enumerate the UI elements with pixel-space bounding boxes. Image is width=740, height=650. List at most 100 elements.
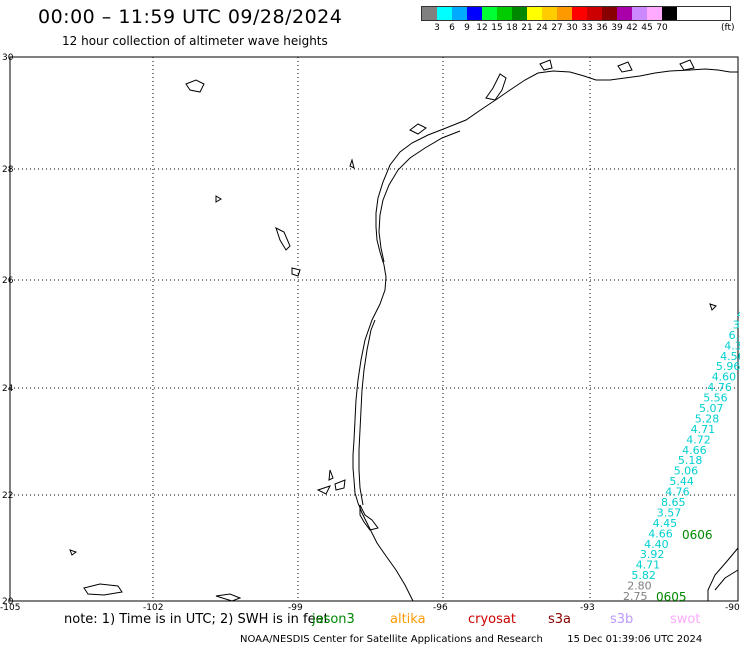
lon-label: -90 <box>725 603 740 613</box>
track-value: 4.45 <box>653 517 678 530</box>
lon-label: -99 <box>288 603 303 613</box>
lat-label: 22 <box>2 491 13 501</box>
color-scale-swatch <box>587 7 602 20</box>
graticule <box>10 57 738 601</box>
footer-credit: NOAA/NESDIS Center for Satellite Applica… <box>240 634 702 645</box>
track-value: 2.75 <box>623 590 648 603</box>
lat-label: 26 <box>2 276 14 286</box>
track-value: 4.76 <box>707 381 732 394</box>
lake <box>539 59 553 71</box>
color-scale-tick: 33 <box>581 23 593 33</box>
altimeter-track: 2.752.805.824.713.924.404.664.453.578.65… <box>623 308 740 603</box>
map-title: 00:00 – 11:59 UTC 09/28/2024 <box>38 6 343 28</box>
lake <box>709 303 717 311</box>
color-scale-tick: 15 <box>491 23 503 33</box>
track-time-label: 0606 <box>682 528 713 542</box>
track-value: 4 <box>737 308 740 321</box>
track-value: 8.65 <box>661 496 686 509</box>
lon-label: -93 <box>580 603 595 613</box>
color-scale-swatch <box>632 7 647 20</box>
color-scale-swatch <box>497 7 512 20</box>
axis-labels: 30 28 26 24 22 20 -105 -102 -99 -96 -93 … <box>0 53 740 613</box>
lon-label: -105 <box>0 603 20 613</box>
satellite-legend-altika: altika <box>390 612 426 627</box>
lat-label: 20 <box>2 597 14 607</box>
lat-label: 28 <box>2 165 14 175</box>
lon-label: -96 <box>433 603 448 613</box>
color-scale-swatch <box>647 7 662 20</box>
lake <box>215 195 222 203</box>
satellite-legend-s3a: s3a <box>548 612 572 627</box>
satellite-legend-swot: swot <box>670 612 701 627</box>
lake <box>316 485 331 495</box>
track-value: 4.60 <box>712 371 737 384</box>
barrier-island-padre <box>358 319 376 506</box>
gulf-coast-line <box>352 68 738 602</box>
lake <box>328 469 334 481</box>
color-scale-tick: 27 <box>551 23 563 33</box>
color-scale-tick: 21 <box>521 23 533 33</box>
coastline <box>69 59 739 602</box>
track-value: 4.56 <box>720 350 740 363</box>
color-scale-swatch <box>452 7 467 20</box>
lon-label: -102 <box>143 603 163 613</box>
color-scale-unit: (ft) <box>721 23 735 33</box>
track-time-label: 0605 <box>656 590 687 604</box>
barrier-island-texas <box>378 130 461 263</box>
satellite-legend-cryosat: cryosat <box>468 612 516 627</box>
timestamp-text: 15 Dec 01:39:06 UTC 2024 <box>567 634 703 645</box>
color-scale-swatch <box>512 7 527 20</box>
satellite-legend-jason3: jason3 <box>312 612 355 627</box>
lat-label: 30 <box>2 53 14 63</box>
color-scale-swatch <box>467 7 482 20</box>
track-value: 4.72 <box>686 433 711 446</box>
color-scale-swatch <box>422 7 437 20</box>
track-value: 3.57 <box>657 506 682 519</box>
lake <box>334 479 346 491</box>
track-value: 3.92 <box>640 548 665 561</box>
florida-coast <box>707 547 739 601</box>
color-scale-bar <box>421 6 731 21</box>
color-scale-legend: (ft) 3 6 9 12 15 18 21 24 27 30 33 36 39 42 45 70 <box>421 6 735 35</box>
color-scale-swatch <box>527 7 542 20</box>
footer-note: note: 1) Time is in UTC; 2) SWH is in fe… <box>64 612 329 627</box>
color-scale-swatch <box>617 7 632 20</box>
color-scale-tick: 6 <box>449 23 455 33</box>
lake <box>185 79 205 93</box>
track-value: 4.71 <box>636 559 661 572</box>
credit-text: NOAA/NESDIS Center for Satellite Applica… <box>240 634 543 645</box>
track-value: 3.2 <box>733 318 740 331</box>
color-scale-swatch <box>662 7 677 20</box>
color-scale-swatch <box>602 7 617 20</box>
track-value: 5.44 <box>669 475 694 488</box>
color-scale-swatch <box>572 7 587 20</box>
lake <box>215 593 242 602</box>
track-value: 4.40 <box>644 538 669 551</box>
color-scale-tick: 70 <box>656 23 668 33</box>
lake <box>291 267 301 277</box>
lake <box>349 158 355 169</box>
laguna-madre <box>359 504 379 531</box>
color-scale-tick: 36 <box>596 23 608 33</box>
track-value: 5.18 <box>678 454 703 467</box>
track-value: 4.66 <box>648 527 673 540</box>
color-scale-labels: (ft) 3 6 9 12 15 18 21 24 27 30 33 36 39 42 45 70 <box>421 21 734 35</box>
color-scale-tick: 42 <box>626 23 638 33</box>
lat-label: 24 <box>2 384 14 394</box>
color-scale-swatch <box>557 7 572 20</box>
lake <box>275 227 291 251</box>
color-scale-tick: 24 <box>536 23 548 33</box>
color-scale-tick: 30 <box>566 23 578 33</box>
track-value: 5.96 <box>716 360 740 373</box>
track-value: 4.71 <box>691 423 716 436</box>
lake <box>617 61 633 73</box>
sabine-bays <box>485 73 507 101</box>
color-scale-tick: 39 <box>611 23 623 33</box>
track-value: 6.4 <box>729 329 740 342</box>
track-time-labels: 0606 0605 <box>656 528 713 604</box>
track-value: 5.82 <box>631 569 656 582</box>
lake <box>409 123 427 135</box>
color-scale-tick: 9 <box>464 23 470 33</box>
color-scale-swatch <box>542 7 557 20</box>
track-value: 2.80 <box>627 580 652 593</box>
